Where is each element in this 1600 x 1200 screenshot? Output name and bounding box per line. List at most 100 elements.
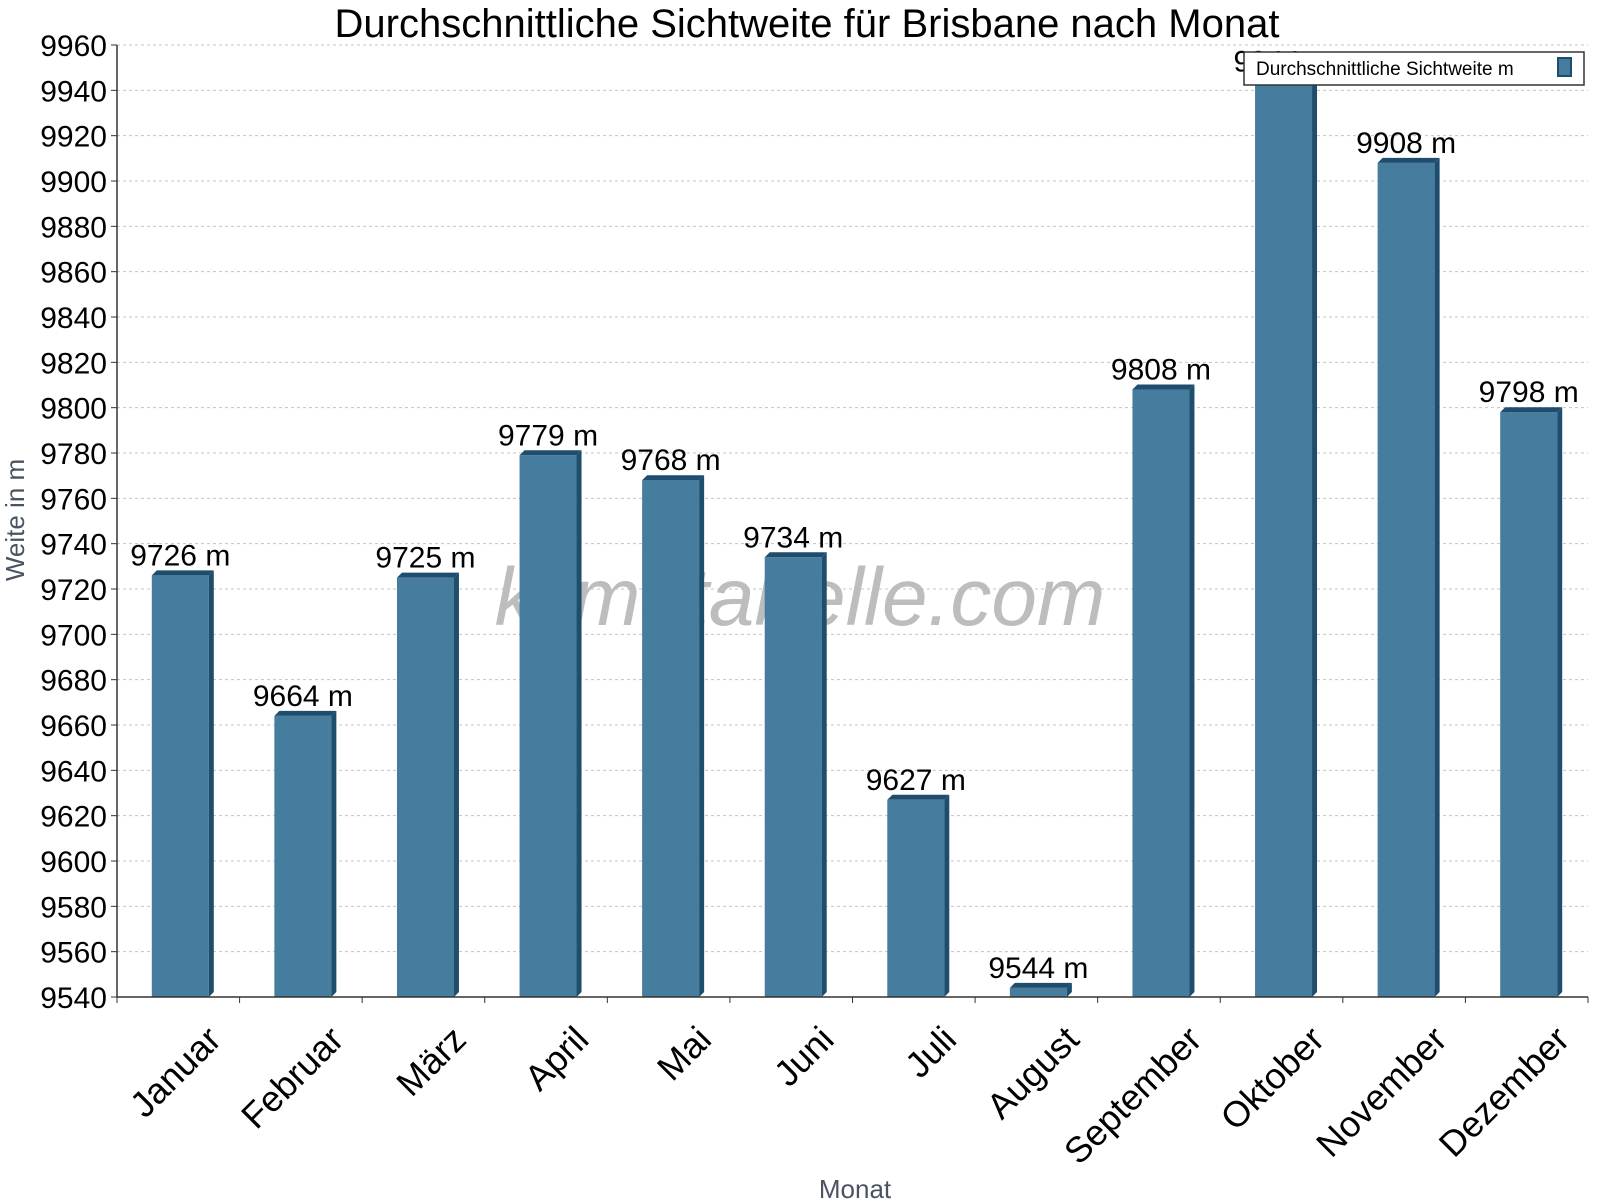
data-label: 9779 m	[498, 419, 598, 452]
legend-box	[1243, 51, 1585, 86]
y-tick-label: 9760	[40, 483, 107, 516]
bar-side	[208, 570, 214, 997]
x-axis-title: Monat	[819, 1174, 892, 1200]
bar-1	[274, 710, 337, 997]
bar-top	[1377, 157, 1440, 163]
y-tick-label: 9540	[40, 982, 107, 1015]
bar-face	[1377, 162, 1435, 997]
y-tick-label: 9660	[40, 710, 107, 743]
x-tick-label: April	[516, 1018, 596, 1098]
y-tick-label: 9780	[40, 438, 107, 471]
x-tick-label: Juni	[766, 1018, 842, 1094]
y-tick-label: 9560	[40, 937, 107, 970]
x-tick-label: August	[978, 1018, 1086, 1126]
bar-3	[519, 450, 582, 997]
x-tick-label: März	[388, 1018, 474, 1104]
bar-face	[1500, 412, 1558, 997]
bar-side	[1066, 982, 1072, 997]
axes	[111, 44, 1589, 1003]
bar-7	[1009, 982, 1072, 997]
bar-face	[1132, 389, 1190, 997]
x-tick-label: Februar	[233, 1018, 351, 1136]
data-label: 9664 m	[253, 680, 353, 713]
y-tick-label: 9880	[40, 211, 107, 244]
bar-top	[519, 450, 582, 456]
y-tick-label: 9960	[40, 30, 107, 63]
data-label: 9544 m	[988, 952, 1088, 985]
y-tick-label: 9840	[40, 302, 107, 335]
y-tick-label: 9640	[40, 755, 107, 788]
bar-0	[151, 570, 214, 997]
y-tick-label: 9800	[40, 393, 107, 426]
data-labels: 9726 m 9664 m 9725 m 9779 m 9768 m 9734 m 9627…	[130, 45, 1578, 985]
data-label: 9726 m	[130, 539, 230, 572]
y-tick-label: 9740	[40, 529, 107, 562]
legend-label: Durchschnittliche Sichtweite m	[1256, 59, 1514, 80]
data-label: 9734 m	[743, 521, 843, 554]
y-tick-label: 9820	[40, 347, 107, 380]
y-tick-label: 9920	[40, 121, 107, 154]
bar-8	[1132, 384, 1195, 997]
legend-swatch	[1557, 57, 1572, 77]
x-tick-label: November	[1308, 1018, 1454, 1164]
y-axis-title: Weite in m	[0, 459, 30, 581]
bar-side	[1557, 407, 1563, 997]
bar-side	[331, 710, 337, 997]
bar-11	[1500, 407, 1563, 997]
y-tick-label: 9620	[40, 801, 107, 834]
bar-side	[1312, 76, 1318, 998]
x-tick-label: Januar	[122, 1018, 229, 1125]
bar-face	[274, 715, 332, 997]
bar-face	[1009, 987, 1067, 997]
bar-face	[764, 557, 822, 997]
bar-9	[1255, 76, 1318, 998]
bar-side	[821, 552, 827, 997]
bar-face	[396, 577, 454, 997]
bar-6	[887, 794, 950, 997]
y-tick-label: 9720	[40, 574, 107, 607]
data-label: 9798 m	[1479, 376, 1579, 409]
y-tick-label: 9940	[40, 75, 107, 108]
y-tick-label: 9680	[40, 665, 107, 698]
bar-side	[1189, 384, 1195, 997]
chart-title: Durchschnittliche Sichtweite für Brisban…	[335, 2, 1280, 46]
data-label: 9768 m	[621, 444, 721, 477]
y-tick-label: 9600	[40, 846, 107, 879]
bar-side	[453, 572, 459, 997]
bars	[151, 76, 1563, 998]
data-label: 9725 m	[375, 542, 475, 575]
bar-side	[944, 794, 950, 997]
bar-top	[642, 475, 705, 481]
x-tick-label: Mai	[649, 1018, 719, 1088]
x-tick-labels: Januar Februar März April Mai Juni Juli AugustS…	[122, 1018, 1577, 1172]
bar-face	[1255, 81, 1313, 998]
bar-top	[1132, 384, 1195, 390]
x-tick-label: Juli	[897, 1018, 964, 1085]
bar-top	[1500, 407, 1563, 413]
bar-side	[1434, 157, 1440, 997]
bar-side	[699, 475, 705, 997]
y-tick-labels: 9540 9560 9580 9600 9620 9640 9660 9680 9700 9720…	[40, 30, 107, 1015]
x-tick-label: Dezember	[1431, 1018, 1577, 1164]
bar-face	[887, 799, 945, 997]
bar-face	[519, 455, 577, 997]
bar-top	[396, 572, 459, 578]
bar-top	[764, 552, 827, 558]
bar-top	[1009, 982, 1072, 988]
bar-top	[274, 710, 337, 716]
grid-lines	[117, 44, 1588, 998]
y-tick-label: 9900	[40, 166, 107, 199]
bar-10	[1377, 157, 1440, 997]
bar-side	[576, 450, 582, 997]
bar-top	[887, 794, 950, 800]
x-tick-label: Oktober	[1212, 1018, 1332, 1138]
y-tick-label: 9860	[40, 257, 107, 290]
y-tick-label: 9580	[40, 891, 107, 924]
bar-face	[151, 575, 209, 997]
y-tick-label: 9700	[40, 619, 107, 652]
data-label: 9908 m	[1356, 127, 1456, 160]
data-label: 9627 m	[866, 764, 966, 797]
bar-2	[396, 572, 459, 997]
bar-top	[151, 570, 214, 576]
